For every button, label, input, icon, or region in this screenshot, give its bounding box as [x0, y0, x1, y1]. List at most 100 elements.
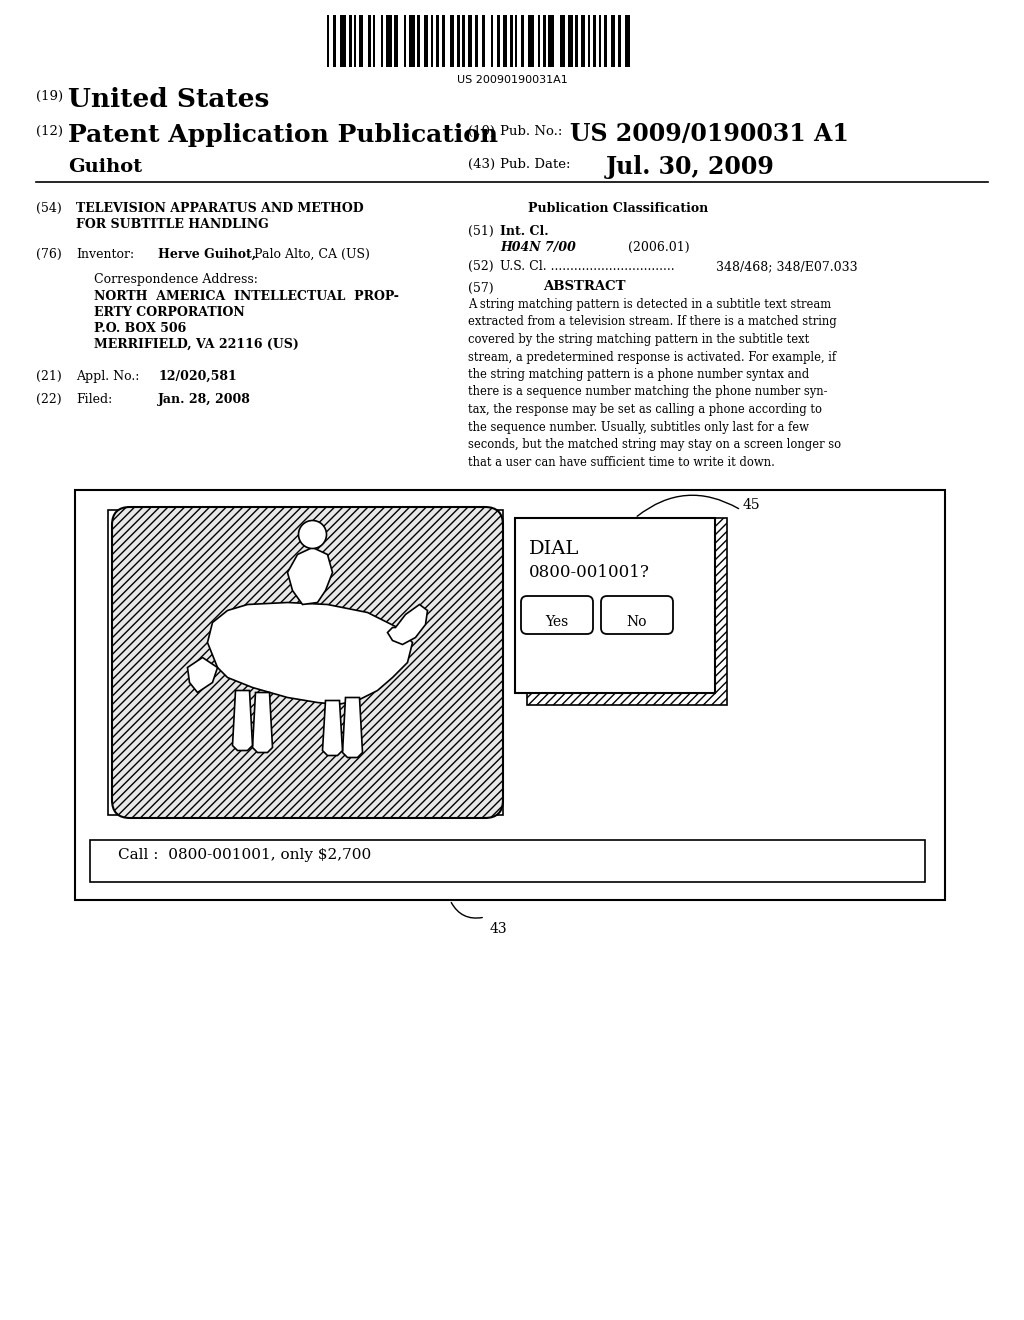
Bar: [527, 517, 727, 705]
Text: Jul. 30, 2009: Jul. 30, 2009: [606, 154, 775, 180]
Text: Jan. 28, 2008: Jan. 28, 2008: [158, 393, 251, 407]
Bar: [604, 15, 607, 67]
Text: Call :  0800-001001, only $2,700: Call : 0800-001001, only $2,700: [118, 847, 372, 862]
Bar: [424, 15, 428, 67]
Bar: [373, 15, 375, 67]
Polygon shape: [187, 657, 217, 693]
Text: 0800-001001?: 0800-001001?: [529, 564, 650, 581]
Bar: [90, 840, 925, 882]
Text: (2006.01): (2006.01): [628, 242, 689, 253]
Bar: [75, 490, 945, 900]
Bar: [381, 15, 383, 67]
Bar: [394, 15, 398, 67]
Text: US 2009/0190031 A1: US 2009/0190031 A1: [570, 121, 849, 147]
Bar: [359, 15, 362, 67]
FancyBboxPatch shape: [521, 597, 593, 634]
Text: 348/468; 348/E07.033: 348/468; 348/E07.033: [716, 260, 858, 273]
Bar: [618, 15, 621, 67]
Bar: [327, 15, 329, 67]
Bar: [490, 15, 493, 67]
Bar: [575, 15, 578, 67]
Polygon shape: [232, 690, 253, 751]
Text: NORTH  AMERICA  INTELLECTUAL  PROP-: NORTH AMERICA INTELLECTUAL PROP-: [94, 290, 399, 304]
Text: Guihot: Guihot: [68, 158, 142, 176]
Text: A string matching pattern is detected in a subtitle text stream
extracted from a: A string matching pattern is detected in…: [468, 298, 841, 469]
Bar: [368, 15, 371, 67]
Text: 43: 43: [490, 921, 508, 936]
Text: Filed:: Filed:: [76, 393, 113, 407]
Bar: [560, 15, 565, 67]
Bar: [450, 15, 454, 67]
Bar: [475, 15, 478, 67]
Text: (19): (19): [36, 90, 63, 103]
Text: Publication Classification: Publication Classification: [528, 202, 709, 215]
Text: Yes: Yes: [546, 615, 568, 630]
Text: No: No: [627, 615, 647, 630]
Text: (21): (21): [36, 370, 61, 383]
Bar: [431, 15, 433, 67]
Polygon shape: [253, 693, 272, 752]
Bar: [462, 15, 465, 67]
Polygon shape: [387, 605, 427, 644]
Polygon shape: [342, 697, 362, 758]
Bar: [515, 517, 715, 693]
Bar: [468, 15, 472, 67]
Bar: [599, 15, 601, 67]
Text: US 20090190031A1: US 20090190031A1: [457, 75, 567, 84]
Bar: [548, 15, 554, 67]
Text: Pub. Date:: Pub. Date:: [500, 158, 570, 172]
Bar: [442, 15, 445, 67]
Text: Palo Alto, CA (US): Palo Alto, CA (US): [254, 248, 370, 261]
FancyBboxPatch shape: [112, 507, 503, 818]
Text: Pub. No.:: Pub. No.:: [500, 125, 562, 139]
Text: U.S. Cl. ................................: U.S. Cl. ...............................…: [500, 260, 675, 273]
Polygon shape: [208, 602, 413, 705]
Text: (51): (51): [468, 224, 494, 238]
Bar: [108, 510, 503, 814]
Bar: [510, 15, 513, 67]
Text: (10): (10): [468, 125, 495, 139]
Bar: [521, 15, 524, 67]
Bar: [436, 15, 439, 67]
Text: Patent Application Publication: Patent Application Publication: [68, 123, 498, 147]
Text: FOR SUBTITLE HANDLING: FOR SUBTITLE HANDLING: [76, 218, 268, 231]
Bar: [386, 15, 392, 67]
Bar: [349, 15, 352, 67]
Text: TELEVISION APPARATUS AND METHOD: TELEVISION APPARATUS AND METHOD: [76, 202, 364, 215]
Text: ERTY CORPORATION: ERTY CORPORATION: [94, 306, 245, 319]
Bar: [409, 15, 415, 67]
Bar: [568, 15, 573, 67]
Text: 45: 45: [743, 498, 761, 512]
Bar: [588, 15, 590, 67]
Text: DIAL: DIAL: [529, 540, 580, 558]
FancyBboxPatch shape: [601, 597, 673, 634]
Text: (12): (12): [36, 125, 63, 139]
Text: (43): (43): [468, 158, 496, 172]
Text: ABSTRACT: ABSTRACT: [543, 280, 626, 293]
Text: Correspondence Address:: Correspondence Address:: [94, 273, 258, 286]
Text: Inventor:: Inventor:: [76, 248, 134, 261]
Text: Int. Cl.: Int. Cl.: [500, 224, 549, 238]
Bar: [482, 15, 485, 67]
Text: (57): (57): [468, 282, 494, 294]
Text: H04N 7/00: H04N 7/00: [500, 242, 575, 253]
Text: (76): (76): [36, 248, 61, 261]
Bar: [497, 15, 500, 67]
Text: (22): (22): [36, 393, 61, 407]
Text: (54): (54): [36, 202, 61, 215]
Circle shape: [299, 520, 327, 549]
Bar: [417, 15, 420, 67]
Bar: [625, 15, 630, 67]
Bar: [538, 15, 540, 67]
Bar: [503, 15, 507, 67]
Bar: [404, 15, 406, 67]
Text: MERRIFIELD, VA 22116 (US): MERRIFIELD, VA 22116 (US): [94, 338, 299, 351]
Text: P.O. BOX 506: P.O. BOX 506: [94, 322, 186, 335]
Text: (52): (52): [468, 260, 494, 273]
Text: United States: United States: [68, 87, 269, 112]
Bar: [333, 15, 336, 67]
Bar: [457, 15, 460, 67]
Bar: [611, 15, 615, 67]
Bar: [543, 15, 546, 67]
Text: 12/020,581: 12/020,581: [158, 370, 237, 383]
